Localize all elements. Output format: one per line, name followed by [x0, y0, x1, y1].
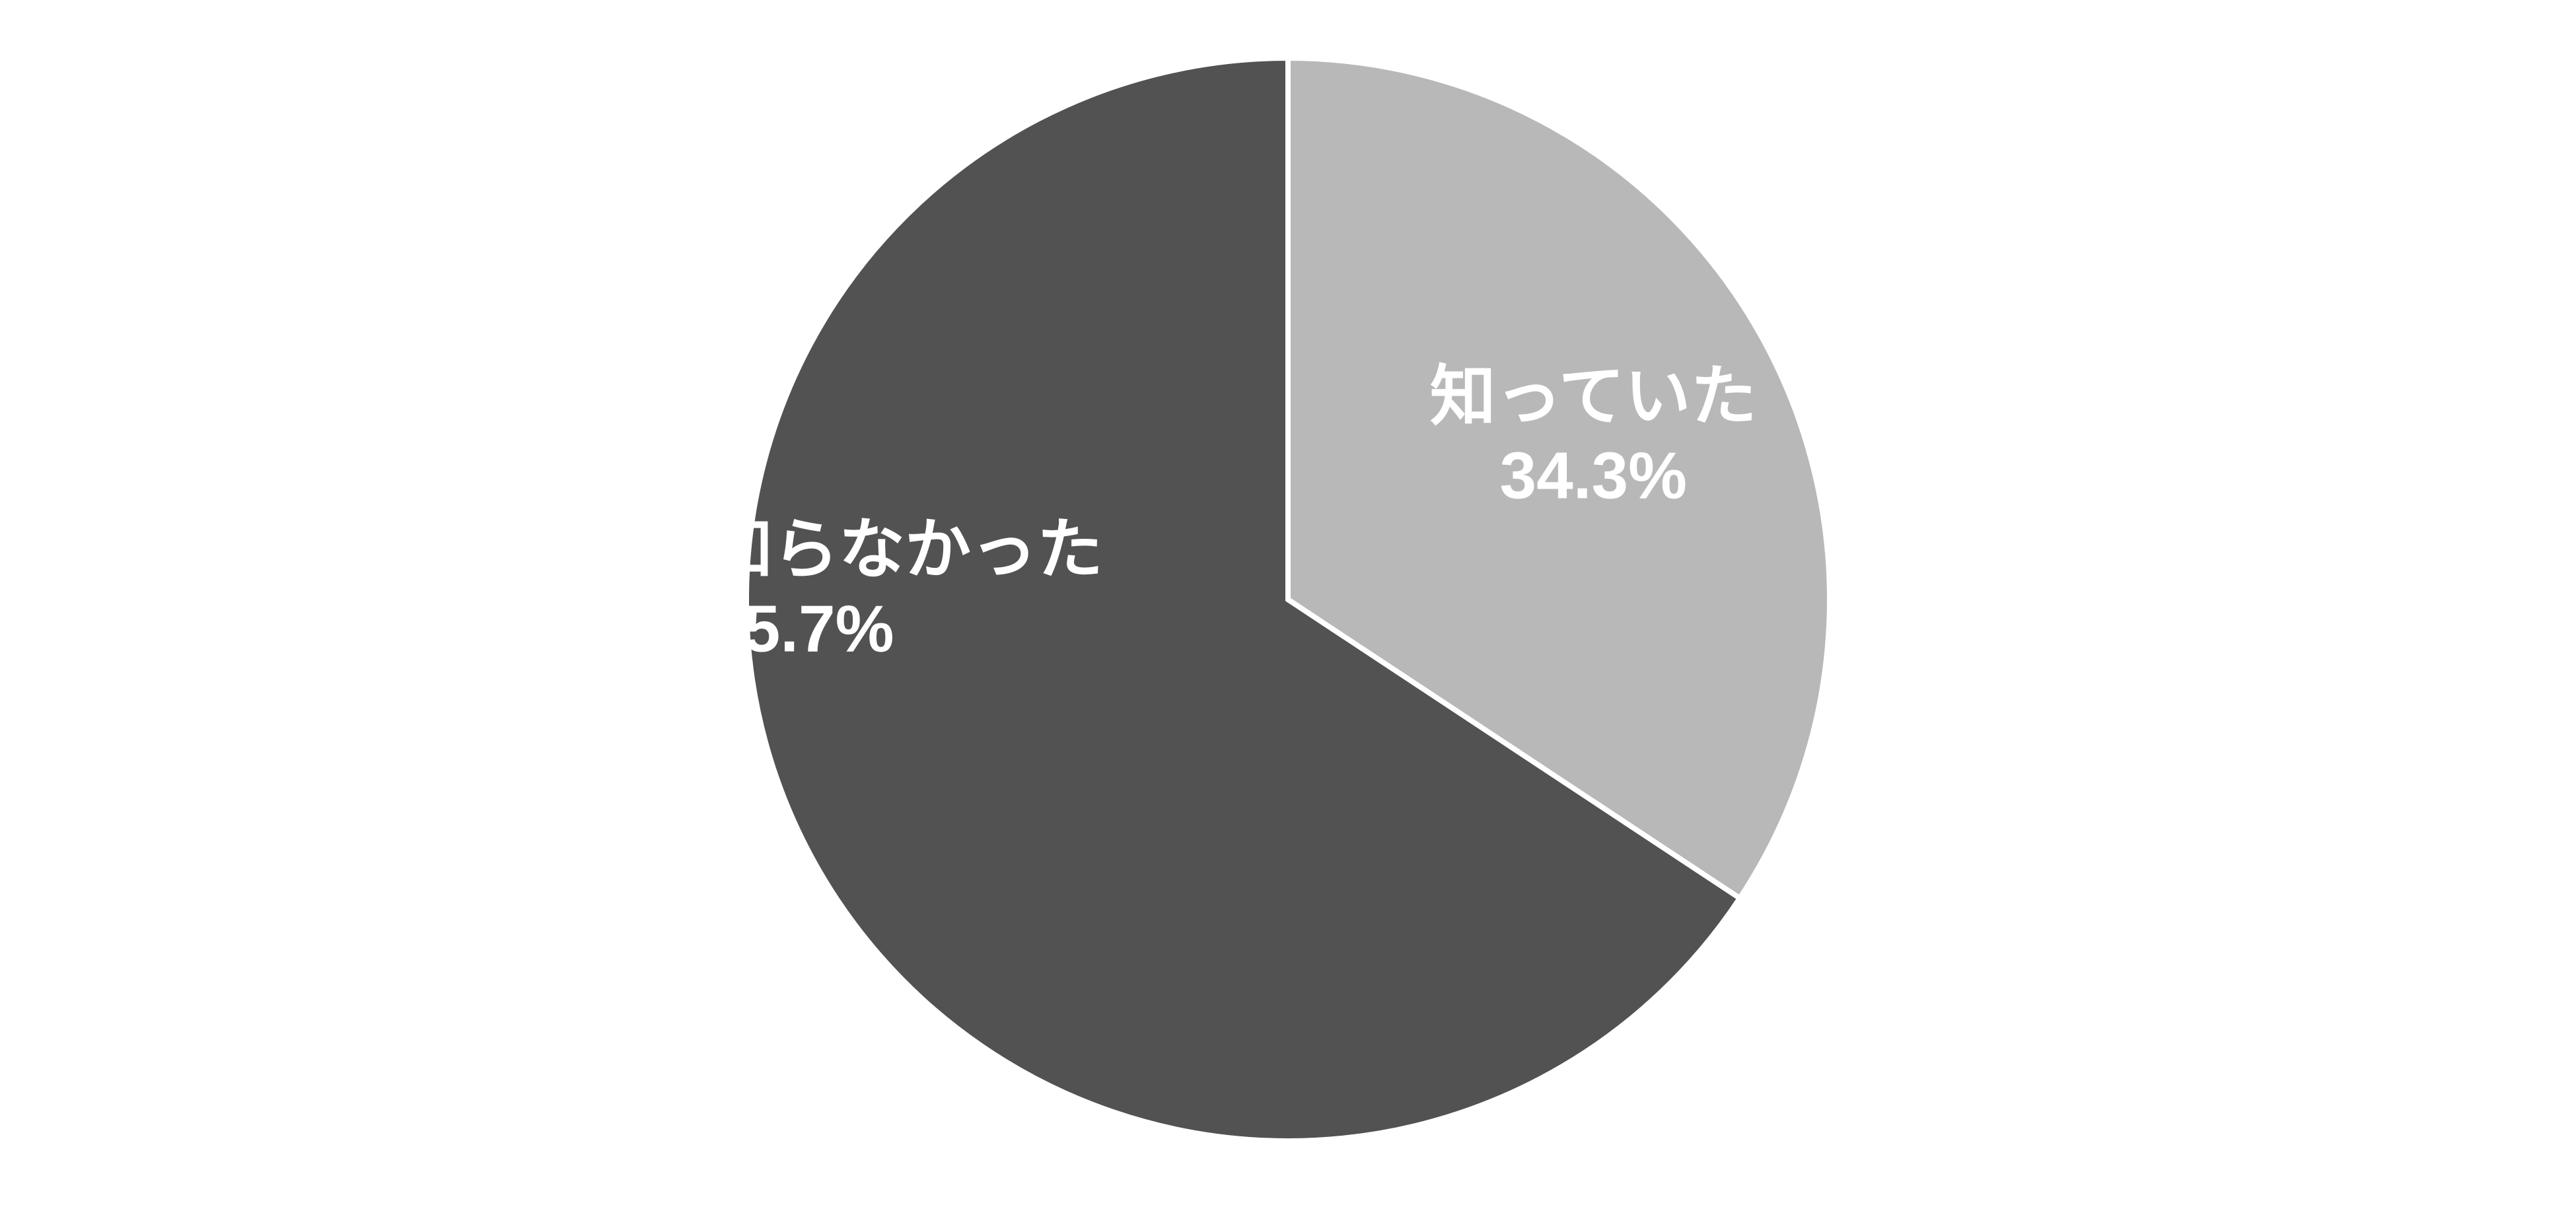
slice-percent-knew: 34.3%: [1499, 438, 1687, 512]
slice-percent-did_not_know: 65.7%: [707, 592, 894, 666]
chart-stage: 知っていた34.3% 知らなかった65.7%: [0, 0, 2576, 1198]
slice-label-did_not_know: 知らなかった: [707, 512, 1103, 586]
slice-label-knew: 知っていた: [1430, 359, 1757, 433]
pie-chart: 知っていた34.3% 知らなかった65.7%: [284, 0, 2292, 1207]
